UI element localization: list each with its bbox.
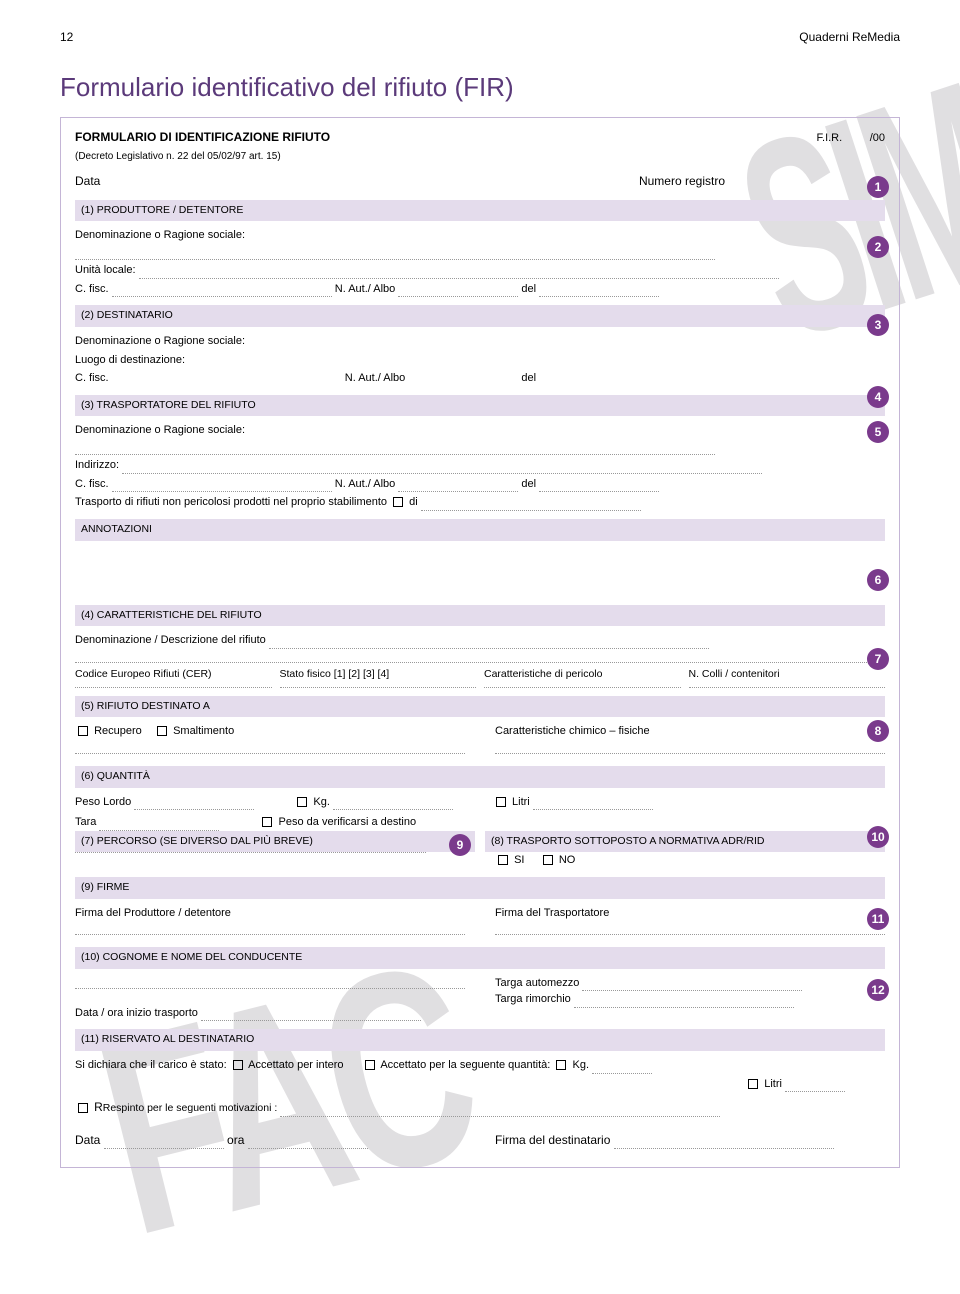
section-11-heading: (11) RISERVATO AL DESTINATARIO (75, 1029, 885, 1051)
section-10-heading: (10) COGNOME E NOME DEL CONDUCENTE (75, 947, 885, 969)
s9-trasp: Firma del Trasportatore (495, 907, 609, 919)
checkbox-kg2[interactable] (556, 1060, 566, 1070)
marker-3: 3 (867, 314, 889, 336)
s2-cfisc: C. fisc. (75, 372, 109, 384)
marker-10: 10 (867, 826, 889, 848)
s1-unita: Unità locale: (75, 264, 136, 276)
s11-dichiara: Si dichiara che il carico è stato: (75, 1059, 227, 1071)
fir-label: F.I.R. (817, 132, 843, 144)
checkbox-kg[interactable] (297, 797, 307, 807)
checkbox-stabilimento[interactable] (393, 497, 403, 507)
section-5-heading: (5) RIFIUTO DESTINATO A (75, 696, 885, 718)
section-9-heading: (9) FIRME (75, 877, 885, 899)
s3-trasporto: Trasporto di rifiuti non pericolosi prod… (75, 496, 387, 508)
s5-recupero: Recupero (94, 725, 142, 737)
s8-si: SI (514, 854, 524, 866)
s11-litri: Litri (764, 1078, 782, 1090)
checkbox-recupero[interactable] (78, 726, 88, 736)
section-2-heading: (2) DESTINATARIO (75, 305, 885, 327)
s9-prod: Firma del Produttore / detentore (75, 907, 231, 919)
page-number: 12 (60, 30, 73, 44)
s11-kg: Kg. (572, 1059, 589, 1071)
s6-verif: Peso da verificarsi a destino (279, 816, 417, 828)
marker-2: 2 (867, 236, 889, 258)
section-3-heading: (3) TRASPORTATORE DEL RIFIUTO (75, 395, 885, 417)
s11-intero: Accettato per intero (248, 1059, 343, 1071)
checkbox-litri2[interactable] (748, 1079, 758, 1089)
page-title: Formulario identificativo del rifiuto (F… (60, 72, 900, 103)
section-7-8-heading: (7) PERCORSO (SE DIVERSO DAL PIÙ BREVE) … (75, 831, 885, 853)
s2-luogo: Luogo di destinazione: (75, 352, 885, 369)
s1-denom: Denominazione o Ragione sociale: (75, 229, 245, 241)
marker-6: 6 (867, 569, 889, 591)
checkbox-respinto[interactable] (78, 1103, 88, 1113)
s4-col1: Codice Europeo Rifiuti (CER) (75, 667, 272, 683)
checkbox-accettato-quantita[interactable] (365, 1060, 375, 1070)
marker-5: 5 (867, 421, 889, 443)
decree-text: (Decreto Legislativo n. 22 del 05/02/97 … (75, 149, 885, 164)
s8-no: NO (559, 854, 576, 866)
s1-del: del (521, 283, 536, 295)
footer-data: Data (75, 1133, 100, 1147)
s4-col4: N. Colli / contenitori (689, 667, 886, 683)
s2-naut: N. Aut./ Albo (345, 372, 406, 384)
annotazioni-heading: ANNOTAZIONI (75, 519, 885, 541)
s3-del: del (521, 478, 536, 490)
s2-del: del (521, 372, 536, 384)
brand-name: Quaderni ReMedia (799, 30, 900, 44)
s3-cfisc: C. fisc. (75, 478, 109, 490)
marker-7: 7 (867, 648, 889, 670)
s4-denom: Denominazione / Descrizione del rifiuto (75, 634, 266, 646)
s2-denom: Denominazione o Ragione sociale: (75, 333, 885, 350)
marker-9: 9 (449, 834, 471, 856)
section-4-heading: (4) CARATTERISTICHE DEL RIFIUTO (75, 605, 885, 627)
s10-targa-auto: Targa automezzo (495, 977, 579, 989)
s6-litri: Litri (512, 796, 530, 808)
section-1-heading: (1) PRODUTTORE / DETENTORE (75, 200, 885, 222)
fir-suffix: /00 (870, 132, 885, 144)
marker-12: 12 (867, 979, 889, 1001)
s4-col3: Caratteristiche di pericolo (484, 667, 681, 683)
page: 12 Quaderni ReMedia Formulario identific… (0, 0, 960, 1208)
s6-peso: Peso Lordo (75, 796, 131, 808)
data-label: Data (75, 172, 100, 190)
s8-heading: (8) TRASPORTO SOTTOPOSTO A NORMATIVA ADR… (485, 831, 885, 853)
checkbox-accettato-intero[interactable] (233, 1060, 243, 1070)
checkbox-no[interactable] (543, 855, 553, 865)
form-box: FORMULARIO DI IDENTIFICAZIONE RIFIUTO F.… (60, 117, 900, 1168)
s10-data-ora: Data / ora inizio trasporto (75, 1007, 198, 1019)
marker-4: 4 (867, 386, 889, 408)
s11-quantita: Accettato per la seguente quantità: (380, 1059, 550, 1071)
s7-heading: (7) PERCORSO (SE DIVERSO DAL PIÙ BREVE) (75, 831, 475, 853)
s11-respinto: Respinto per le seguenti motivazioni : (103, 1102, 278, 1114)
s6-tara: Tara (75, 816, 96, 828)
s3-naut: N. Aut./ Albo (335, 478, 396, 490)
s5-chimico: Caratteristiche chimico – fisiche (495, 725, 650, 737)
fir-code: F.I.R. /00 (817, 130, 885, 147)
marker-1: 1 (867, 176, 889, 198)
s1-naut: N. Aut./ Albo (335, 283, 396, 295)
s4-col2: Stato fisico [1] [2] [3] [4] (280, 667, 477, 683)
checkbox-si[interactable] (498, 855, 508, 865)
registro-label: Numero registro (639, 172, 725, 190)
form-heading: FORMULARIO DI IDENTIFICAZIONE RIFIUTO (75, 128, 330, 146)
checkbox-verificarsi[interactable] (262, 817, 272, 827)
s3-di: di (409, 496, 418, 508)
marker-8: 8 (867, 720, 889, 742)
s1-cfisc: C. fisc. (75, 283, 109, 295)
section-6-heading: (6) QUANTITÀ (75, 766, 885, 788)
s6-kg: Kg. (313, 796, 330, 808)
checkbox-smaltimento[interactable] (157, 726, 167, 736)
s3-denom: Denominazione o Ragione sociale: (75, 424, 245, 436)
s5-smalt: Smaltimento (173, 725, 234, 737)
marker-11: 11 (867, 908, 889, 930)
footer-firma: Firma del destinatario (495, 1133, 610, 1147)
page-header: 12 Quaderni ReMedia (60, 30, 900, 44)
checkbox-litri[interactable] (496, 797, 506, 807)
footer-ora: ora (227, 1133, 244, 1147)
s10-targa-rim: Targa rimorchio (495, 993, 571, 1005)
s3-indir: Indirizzo: (75, 459, 119, 471)
